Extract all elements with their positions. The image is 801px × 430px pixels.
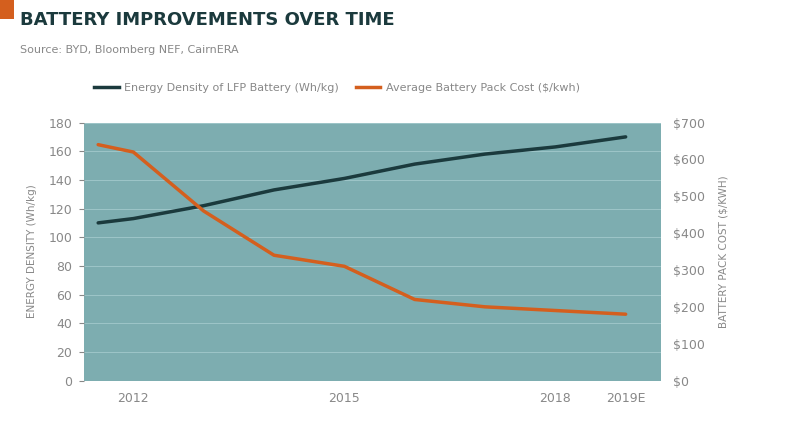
Text: BATTERY IMPROVEMENTS OVER TIME: BATTERY IMPROVEMENTS OVER TIME <box>20 11 395 29</box>
Y-axis label: BATTERY PACK COST ($/KWH): BATTERY PACK COST ($/KWH) <box>718 175 729 328</box>
Legend: Energy Density of LFP Battery (Wh/kg), Average Battery Pack Cost ($/kwh): Energy Density of LFP Battery (Wh/kg), A… <box>90 79 584 98</box>
Y-axis label: ENERGY DENSITY (Wh/kg): ENERGY DENSITY (Wh/kg) <box>27 184 38 319</box>
Text: Source: BYD, Bloomberg NEF, CairnERA: Source: BYD, Bloomberg NEF, CairnERA <box>20 45 239 55</box>
